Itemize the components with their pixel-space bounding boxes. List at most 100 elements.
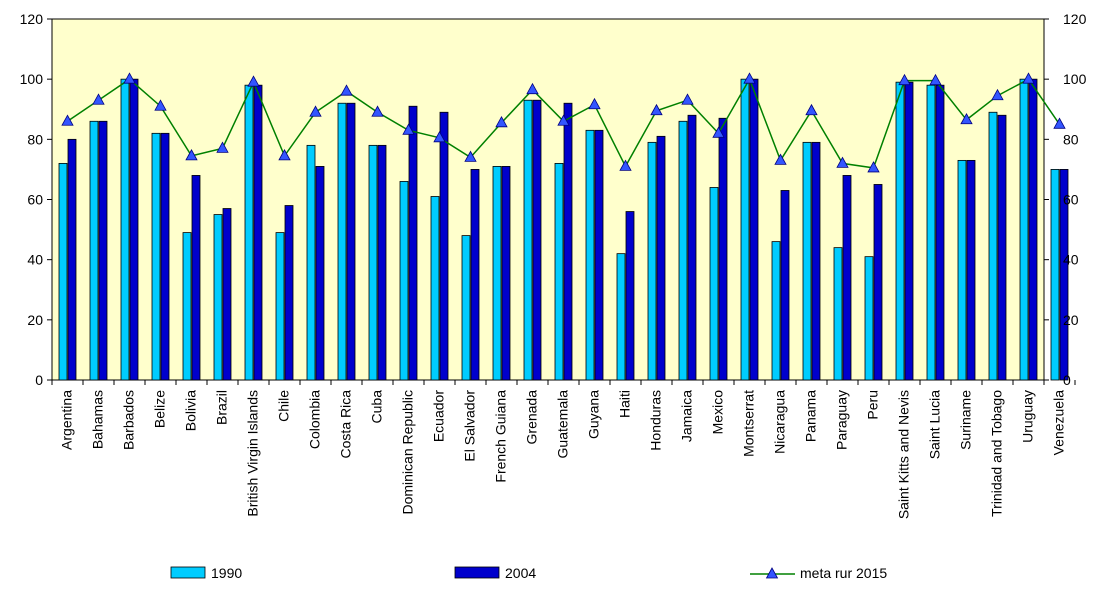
x-category-label: Peru [865, 390, 881, 420]
x-category-label: Mexico [710, 390, 726, 435]
bar-2004 [997, 114, 1007, 381]
marker-meta-rur-2015 [1022, 72, 1035, 84]
x-category-label: Haiti [617, 390, 633, 418]
x-category-label: Saint Lucia [927, 390, 943, 459]
marker-meta-rur-2015 [402, 123, 415, 135]
bar-2004 [377, 144, 387, 381]
bar-1990 [213, 214, 223, 381]
x-category-label: Panama [803, 390, 819, 442]
axes-layer: 0 0 20 20 40 40 60 60 80 80 100 100 120 120 Argentina B… [20, 11, 1087, 519]
marker-meta-rur-2015 [557, 114, 570, 126]
left-y-tick-label: 20 [27, 312, 43, 328]
bar-2004 [470, 169, 480, 381]
plot-area [51, 18, 1045, 381]
marker-meta-rur-2015 [185, 149, 198, 161]
marker-meta-rur-2015 [1053, 117, 1066, 129]
x-category-label: Costa Rica [338, 390, 354, 459]
x-category-label: Belize [152, 390, 168, 428]
right-y-tick-label: 120 [1063, 11, 1087, 27]
bar-2004 [656, 135, 666, 381]
marker-meta-rur-2015 [464, 150, 477, 162]
right-y-tick-label: 0 [1063, 372, 1071, 388]
x-category-label: Dominican Republic [400, 390, 416, 515]
bar-2004 [811, 141, 821, 381]
bar-2004 [160, 132, 170, 381]
marker-meta-rur-2015 [526, 82, 539, 95]
bar-1990 [895, 81, 905, 381]
marker-meta-rur-2015 [619, 159, 632, 171]
right-y-tick-label: 40 [1063, 252, 1079, 268]
bar-1990 [430, 196, 440, 381]
bar-2004 [408, 105, 418, 381]
x-category-label: Uruguay [1020, 390, 1036, 443]
bar-1990 [523, 99, 533, 381]
x-category-label: Grenada [524, 390, 540, 445]
x-category-label: Bahamas [90, 390, 106, 449]
x-category-label: El Salvador [462, 390, 478, 462]
x-category-label: Ecuador [431, 390, 447, 442]
x-category-label: Jamaica [679, 390, 695, 442]
legend-swatch-2004 [454, 566, 500, 579]
x-category-label: Venezuela [1051, 390, 1067, 456]
bar-1990 [802, 141, 812, 381]
x-category-label: Nicaragua [772, 390, 788, 454]
marker-meta-rur-2015 [929, 73, 942, 86]
bar-2004 [98, 120, 108, 381]
bar-1990 [585, 129, 595, 381]
x-category-label: British Virgin Islands [245, 390, 261, 517]
x-category-label: Brazil [214, 390, 230, 425]
x-category-label: Colombia [307, 390, 323, 449]
bar-1990 [120, 78, 130, 381]
bar-2004 [563, 102, 573, 381]
marker-meta-rur-2015 [898, 73, 911, 86]
bar-2004 [842, 175, 852, 381]
x-category-label: Guatemala [555, 390, 571, 459]
bar-1990 [182, 232, 192, 381]
bar-2004 [1028, 78, 1038, 381]
bar-2004 [315, 166, 325, 381]
bar-2004 [1059, 169, 1069, 381]
bar-1990 [833, 247, 843, 381]
bar-1990 [647, 141, 657, 381]
marker-meta-rur-2015 [774, 153, 787, 165]
bar-2004 [966, 159, 976, 381]
x-category-label: Trinidad and Tobago [989, 390, 1005, 517]
bar-1990 [771, 241, 781, 381]
legend: 1990 2004 meta rur 2015 [170, 565, 887, 581]
bar-1990 [151, 132, 161, 381]
marker-meta-rur-2015 [867, 161, 880, 173]
bar-2004 [687, 114, 697, 381]
marker-meta-rur-2015 [743, 72, 756, 84]
x-category-label: Cuba [369, 390, 385, 424]
x-category-label: Barbados [121, 390, 137, 450]
marker-meta-rur-2015 [154, 99, 167, 111]
bar-2004 [749, 78, 759, 381]
x-category-label: Saint Kitts and Nevis [896, 390, 912, 519]
marker-meta-rur-2015 [123, 72, 136, 84]
left-y-tick-label: 80 [27, 131, 43, 147]
bar-1990 [1050, 169, 1060, 381]
bar-1990 [740, 78, 750, 381]
left-y-tick-label: 60 [27, 192, 43, 208]
marker-meta-rur-2015 [61, 114, 74, 126]
x-category-label: Honduras [648, 390, 664, 451]
bar-1990 [275, 232, 285, 381]
legend-label-2004: 2004 [505, 565, 536, 581]
marker-meta-rur-2015 [247, 75, 260, 87]
legend-label-meta: meta rur 2015 [800, 565, 887, 581]
bar-2004 [222, 208, 232, 381]
bar-1990 [678, 120, 688, 381]
bar-1990 [957, 159, 967, 381]
right-y-tick-label: 20 [1063, 312, 1079, 328]
x-category-label: Argentina [59, 390, 75, 450]
legend-label-1990: 1990 [211, 565, 242, 581]
marker-meta-rur-2015 [309, 105, 322, 117]
bar-2004 [129, 78, 139, 381]
bar-1990 [709, 187, 719, 381]
bar-2004 [191, 175, 201, 381]
marker-meta-rur-2015 [681, 93, 694, 105]
bar-1990 [89, 120, 99, 381]
right-y-tick-label: 100 [1063, 71, 1087, 87]
left-y-tick-label: 40 [27, 252, 43, 268]
